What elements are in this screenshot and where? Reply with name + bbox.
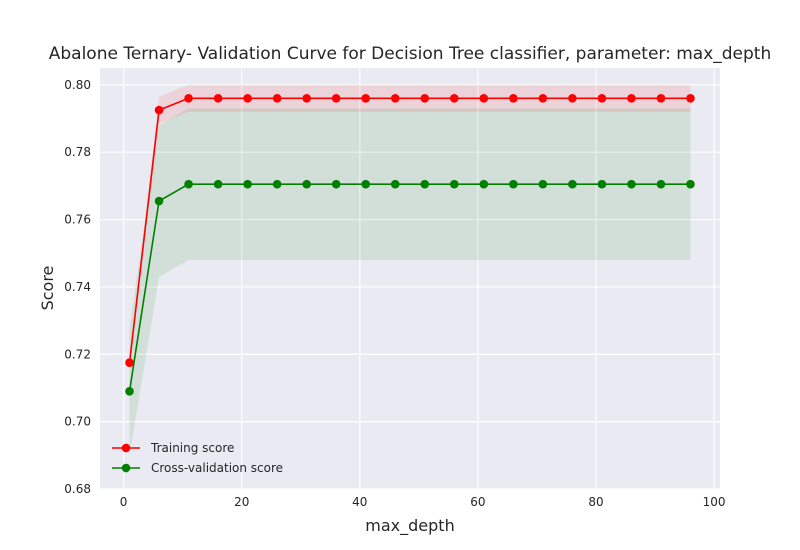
x-axis-label: max_depth <box>365 516 454 536</box>
x-tick-label: 20 <box>234 495 249 509</box>
x-tick-label: 0 <box>120 495 128 509</box>
legend-label-cross-validation: Cross-validation score <box>151 461 283 475</box>
cross-validation-score-point <box>686 179 695 189</box>
y-axis-label: Score <box>38 266 57 311</box>
cross-validation-score-point <box>479 179 489 189</box>
cross-validation-score-point <box>627 179 636 189</box>
training-score-point <box>656 94 666 103</box>
training-score-point <box>184 94 193 103</box>
training-score-point <box>154 105 164 115</box>
training-score-point <box>597 94 607 103</box>
training-score-point <box>243 94 252 103</box>
training-score-point <box>390 94 400 103</box>
y-tick-label: 0.70 <box>64 415 91 429</box>
cross-validation-score-point <box>243 179 252 189</box>
series-lines <box>125 94 695 396</box>
cross-validation-score-point <box>154 196 164 206</box>
cross-validation-score-point <box>656 179 666 189</box>
legend-marker-cross-validation <box>121 463 131 473</box>
training-score-point <box>361 94 371 103</box>
training-score-point <box>331 94 341 103</box>
legend: Training score Cross-validation score <box>112 441 283 475</box>
y-tick-label: 0.76 <box>64 213 91 227</box>
training-score-point <box>627 94 636 103</box>
y-tick-label: 0.74 <box>64 280 91 294</box>
x-tick-label: 80 <box>588 495 603 509</box>
cross-validation-score-point <box>272 179 282 189</box>
cross-validation-score-band <box>129 108 691 456</box>
training-score-point <box>686 94 695 103</box>
tick-labels: 0 20 40 60 80 100 0.68 0.70 0.72 0.74 0.76 0.78 0.80 <box>64 78 725 509</box>
training-score-point <box>509 94 518 103</box>
cross-validation-score-point <box>449 179 459 189</box>
cross-validation-score-point <box>125 387 134 396</box>
training-score-point <box>568 94 577 103</box>
training-score-point <box>302 94 311 103</box>
cross-validation-score-point <box>331 179 341 189</box>
training-score-point <box>125 358 134 368</box>
training-score-line <box>128 97 691 363</box>
training-score-point <box>538 94 548 103</box>
y-tick-label: 0.80 <box>64 78 91 92</box>
cross-validation-score-point <box>361 179 371 189</box>
chart-title: Abalone Ternary- Validation Curve for De… <box>49 44 772 64</box>
cross-validation-score-point <box>302 179 311 189</box>
training-score-point <box>479 94 489 103</box>
grid-lines <box>100 68 720 490</box>
x-tick-label: 40 <box>352 495 367 509</box>
training-score-point <box>420 94 430 103</box>
y-tick-label: 0.68 <box>64 482 91 496</box>
training-score-point <box>449 94 459 103</box>
y-tick-label: 0.72 <box>64 347 91 361</box>
cross-validation-score-point <box>597 179 607 189</box>
legend-marker-training <box>121 443 131 453</box>
x-tick-label: 100 <box>703 495 726 509</box>
cross-validation-score-point <box>538 179 548 189</box>
cross-validation-score-point <box>184 179 193 189</box>
y-tick-label: 0.78 <box>64 145 91 159</box>
training-score-point <box>213 94 223 103</box>
cross-validation-score-line <box>128 183 691 392</box>
cross-validation-score-point <box>420 179 430 189</box>
cross-validation-score-point <box>390 179 400 189</box>
score-bands <box>129 84 691 456</box>
cross-validation-score-point <box>213 179 223 189</box>
cross-validation-score-point <box>568 179 577 189</box>
training-score-point <box>272 94 282 103</box>
x-tick-label: 60 <box>470 495 485 509</box>
cross-validation-score-point <box>509 179 518 189</box>
legend-label-training: Training score <box>150 441 234 455</box>
plot-area-background <box>100 68 720 489</box>
